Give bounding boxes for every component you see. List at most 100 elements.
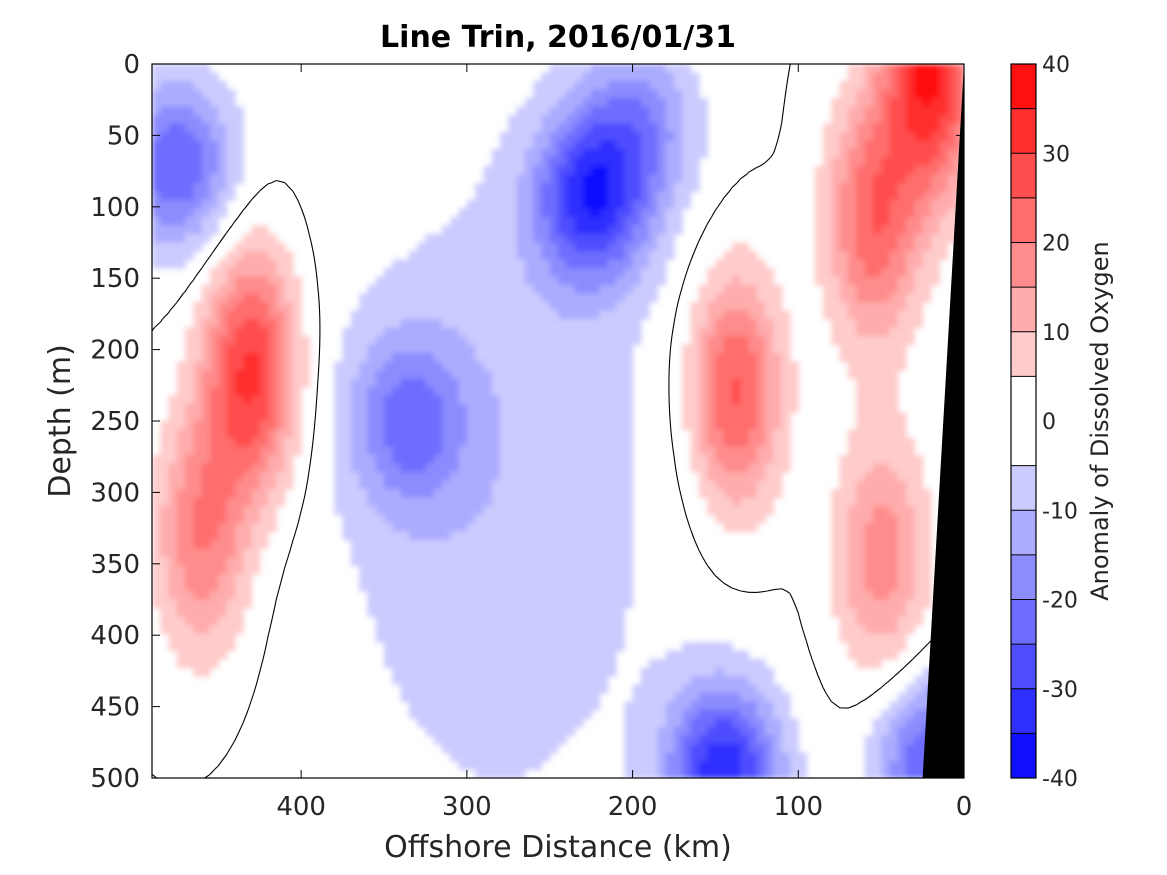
field-cell bbox=[201, 217, 211, 227]
field-cell bbox=[458, 336, 468, 346]
field-cell bbox=[558, 140, 567, 150]
field-cell bbox=[674, 89, 683, 99]
field-cell bbox=[665, 735, 675, 745]
field-cell bbox=[500, 285, 509, 295]
field-cell bbox=[624, 98, 634, 108]
field-cell bbox=[417, 361, 427, 371]
field-cell bbox=[599, 72, 609, 82]
field-cell bbox=[864, 336, 874, 346]
field-cell bbox=[176, 574, 186, 584]
field-cell bbox=[906, 89, 915, 99]
field-cell bbox=[400, 523, 410, 533]
field-cell bbox=[483, 676, 493, 686]
field-cell bbox=[856, 429, 866, 439]
field-cell bbox=[640, 72, 650, 82]
field-cell bbox=[773, 387, 783, 397]
field-cell bbox=[922, 123, 932, 133]
field-cell bbox=[408, 659, 418, 669]
field-cell bbox=[748, 676, 758, 686]
field-cell bbox=[508, 514, 518, 524]
field-cell bbox=[442, 531, 451, 541]
field-cell bbox=[872, 106, 882, 116]
field-cell bbox=[698, 319, 708, 329]
field-cell bbox=[914, 149, 924, 159]
field-cell bbox=[624, 174, 634, 184]
field-cell bbox=[491, 285, 501, 295]
field-cell bbox=[508, 710, 518, 720]
field-cell bbox=[442, 735, 451, 745]
field-cell bbox=[483, 616, 493, 626]
field-cell bbox=[640, 217, 650, 227]
field-cell bbox=[516, 463, 526, 473]
field-cell bbox=[856, 463, 866, 473]
field-cell bbox=[218, 650, 228, 660]
field-cell bbox=[872, 540, 882, 550]
field-cell bbox=[375, 353, 385, 363]
field-cell bbox=[210, 106, 219, 116]
field-cell bbox=[541, 744, 551, 754]
field-cell bbox=[607, 89, 617, 99]
field-cell bbox=[210, 531, 219, 541]
field-cell bbox=[201, 344, 211, 354]
field-cell bbox=[276, 276, 286, 286]
field-cell bbox=[234, 472, 244, 482]
field-cell bbox=[185, 489, 195, 499]
field-cell bbox=[922, 191, 932, 201]
field-cell bbox=[740, 327, 750, 337]
field-cell bbox=[690, 446, 700, 456]
field-cell bbox=[541, 149, 551, 159]
field-cell bbox=[574, 276, 584, 286]
field-cell bbox=[864, 548, 874, 558]
field-cell bbox=[947, 174, 957, 184]
field-cell bbox=[425, 497, 435, 507]
field-cell bbox=[450, 353, 460, 363]
field-cell bbox=[168, 72, 178, 82]
field-cell bbox=[582, 285, 592, 295]
field-cell bbox=[533, 387, 543, 397]
field-cell bbox=[218, 319, 228, 329]
field-cell bbox=[566, 650, 576, 660]
field-cell bbox=[549, 523, 559, 533]
field-cell bbox=[566, 701, 576, 711]
field-cell bbox=[848, 642, 857, 652]
field-cell bbox=[574, 378, 584, 388]
field-cell bbox=[516, 616, 526, 626]
field-cell bbox=[152, 123, 161, 133]
field-cell bbox=[624, 285, 634, 295]
field-cell bbox=[607, 506, 617, 516]
field-cell bbox=[168, 225, 178, 235]
field-cell bbox=[698, 140, 708, 150]
field-cell bbox=[839, 200, 849, 210]
field-cell bbox=[864, 285, 874, 295]
field-cell bbox=[533, 174, 543, 184]
field-cell bbox=[930, 217, 940, 227]
field-cell bbox=[400, 684, 410, 694]
field-cell bbox=[566, 208, 576, 218]
field-cell bbox=[607, 370, 617, 380]
field-cell bbox=[475, 344, 485, 354]
field-cell bbox=[574, 514, 584, 524]
field-cell bbox=[599, 548, 609, 558]
field-cell bbox=[417, 438, 427, 448]
field-cell bbox=[475, 701, 485, 711]
field-cell bbox=[425, 684, 435, 694]
field-cell bbox=[765, 693, 775, 703]
field-cell bbox=[193, 89, 203, 99]
field-cell bbox=[210, 446, 219, 456]
field-cell bbox=[632, 225, 642, 235]
field-cell bbox=[226, 489, 236, 499]
field-cell bbox=[226, 166, 236, 176]
field-cell bbox=[889, 642, 899, 652]
field-cell bbox=[201, 183, 211, 193]
field-cell bbox=[582, 276, 592, 286]
field-cell bbox=[889, 174, 899, 184]
field-cell bbox=[732, 429, 741, 439]
field-cell bbox=[500, 370, 509, 380]
field-cell bbox=[566, 276, 576, 286]
field-cell bbox=[897, 710, 907, 720]
field-cell bbox=[732, 421, 741, 431]
field-cell bbox=[201, 480, 211, 490]
field-cell bbox=[848, 72, 857, 82]
field-cell bbox=[500, 225, 509, 235]
field-cell bbox=[906, 506, 915, 516]
